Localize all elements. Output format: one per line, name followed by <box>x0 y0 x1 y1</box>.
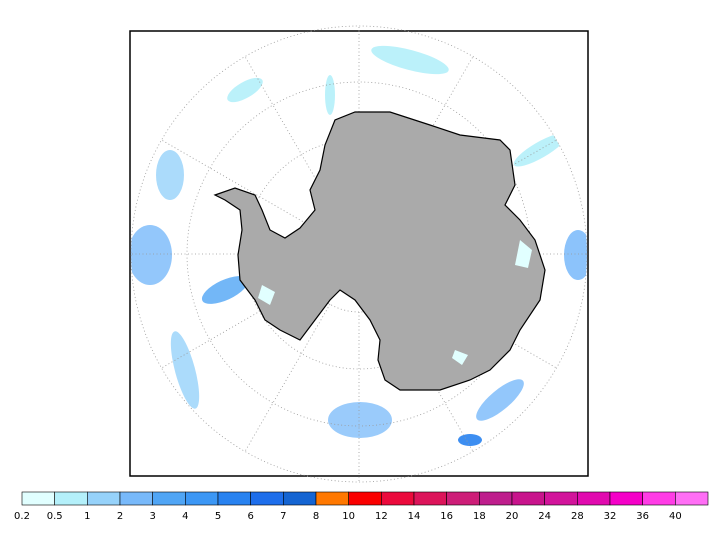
colorbar-box <box>119 491 153 506</box>
colorbar-label: 28 <box>571 511 584 522</box>
colorbar-box <box>479 491 513 506</box>
colorbar-label: 3 <box>149 511 155 522</box>
meridian <box>244 304 331 452</box>
colorbar-box <box>315 491 349 506</box>
colorbar-box <box>250 491 284 506</box>
colorbar-label: 40 <box>669 511 682 522</box>
colorbar-label: 8 <box>313 511 319 522</box>
colorbar-label: 4 <box>182 511 188 522</box>
colorbar-label: 2 <box>117 511 123 522</box>
colorbar-box <box>544 491 578 506</box>
colorbar-box <box>511 491 545 506</box>
colorbar-box <box>413 491 447 506</box>
colorbar-label: 18 <box>473 511 486 522</box>
colorbar-box <box>87 491 121 506</box>
colorbar-box <box>381 491 415 506</box>
colorbar-box <box>348 491 382 506</box>
colorbar-box <box>642 491 676 506</box>
colorbar-label: 1 <box>84 511 90 522</box>
colorbar-box <box>21 491 55 506</box>
colorbar-label: 24 <box>538 511 551 522</box>
antarctica <box>213 111 546 391</box>
colorbar-label: 10 <box>342 511 355 522</box>
colorbar-label: 16 <box>440 511 453 522</box>
precipitation-field <box>131 45 587 446</box>
colorbar-box <box>675 491 709 506</box>
colorbar-box <box>446 491 480 506</box>
colorbar-box <box>54 491 88 506</box>
colorbar-label: 6 <box>247 511 253 522</box>
colorbar-label: 5 <box>215 511 221 522</box>
colorbar-box <box>217 491 251 506</box>
colorbar-box <box>152 491 186 506</box>
colorbar: 0.2 0.5 1 2 3 4 5 6 7 8 10 12 14 16 18 20 24 28 32 36 40 <box>14 491 709 522</box>
colorbar-label: 12 <box>375 511 388 522</box>
colorbar-label: 0.5 <box>47 511 63 522</box>
colorbar-label: 32 <box>604 511 617 522</box>
colorbar-label: 20 <box>506 511 519 522</box>
colorbar-box <box>283 491 317 506</box>
colorbar-box <box>609 491 643 506</box>
colorbar-label: 14 <box>408 511 421 522</box>
colorbar-label: 7 <box>280 511 286 522</box>
colorbar-box <box>577 491 611 506</box>
meridian <box>161 139 309 226</box>
colorbar-label: 0.2 <box>14 511 30 522</box>
colorbar-label: 36 <box>636 511 649 522</box>
colorbar-box <box>185 491 219 506</box>
